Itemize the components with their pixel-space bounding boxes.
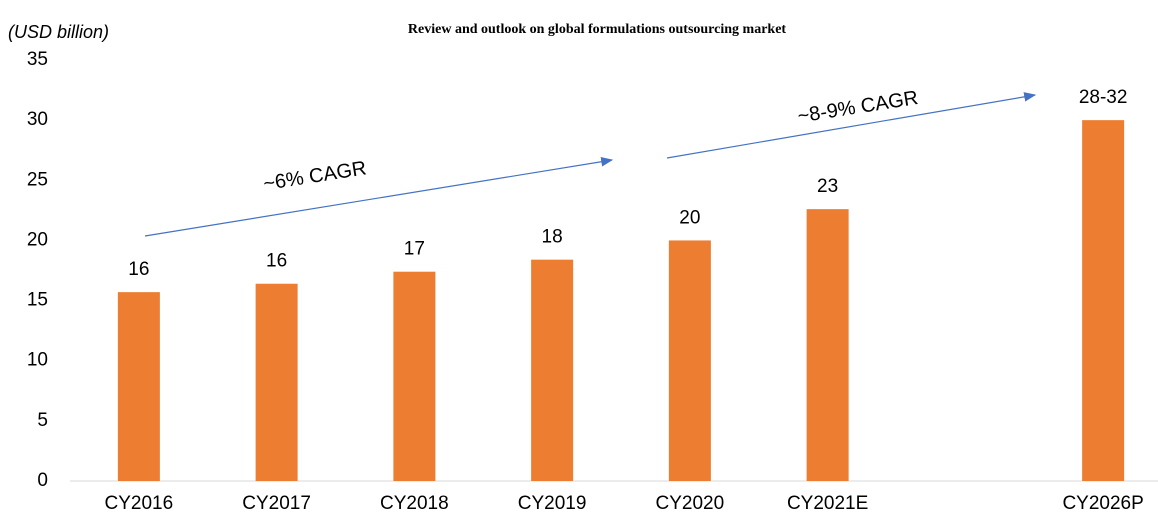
chart-title: Review and outlook on global formulation…: [408, 22, 786, 37]
x-tick-label: CY2020: [656, 493, 725, 514]
y-tick-label: 15: [27, 290, 48, 311]
bar: [1082, 120, 1125, 482]
x-tick-label: CY2018: [380, 493, 449, 514]
y-tick-label: 10: [27, 350, 48, 371]
x-tick-label: CY2016: [105, 493, 174, 514]
cagr-arrow: [666, 92, 1037, 159]
bar: [117, 292, 160, 481]
y-tick-label: 5: [37, 410, 48, 431]
y-axis-unit: (USD billion): [8, 22, 109, 42]
x-tick-label: CY2026P: [1062, 493, 1143, 514]
bar: [668, 240, 711, 481]
cagr-arrow: [144, 156, 614, 237]
y-tick-label: 35: [27, 49, 48, 70]
y-tick-label: 25: [27, 169, 48, 190]
x-tick-label: CY2019: [518, 493, 587, 514]
cagr-annotation: ~6% CAGR: [262, 157, 368, 195]
bar: [806, 209, 849, 481]
y-tick-label: 30: [27, 109, 48, 130]
x-tick-label: CY2017: [242, 493, 311, 514]
y-tick-label: 0: [37, 470, 48, 491]
data-label: 28-32: [1079, 87, 1128, 108]
bar: [531, 259, 574, 481]
y-tick-label: 20: [27, 229, 48, 250]
x-tick-label: CY2021E: [787, 493, 868, 514]
data-label: 18: [542, 227, 563, 248]
data-label: 16: [128, 259, 149, 280]
data-label: 16: [266, 251, 287, 272]
bar: [255, 283, 298, 481]
cagr-annotation: ~8-9% CAGR: [796, 87, 920, 128]
bar: [393, 271, 436, 481]
data-label: 23: [817, 176, 838, 197]
data-label: 17: [404, 239, 425, 260]
data-label: 20: [679, 207, 700, 228]
